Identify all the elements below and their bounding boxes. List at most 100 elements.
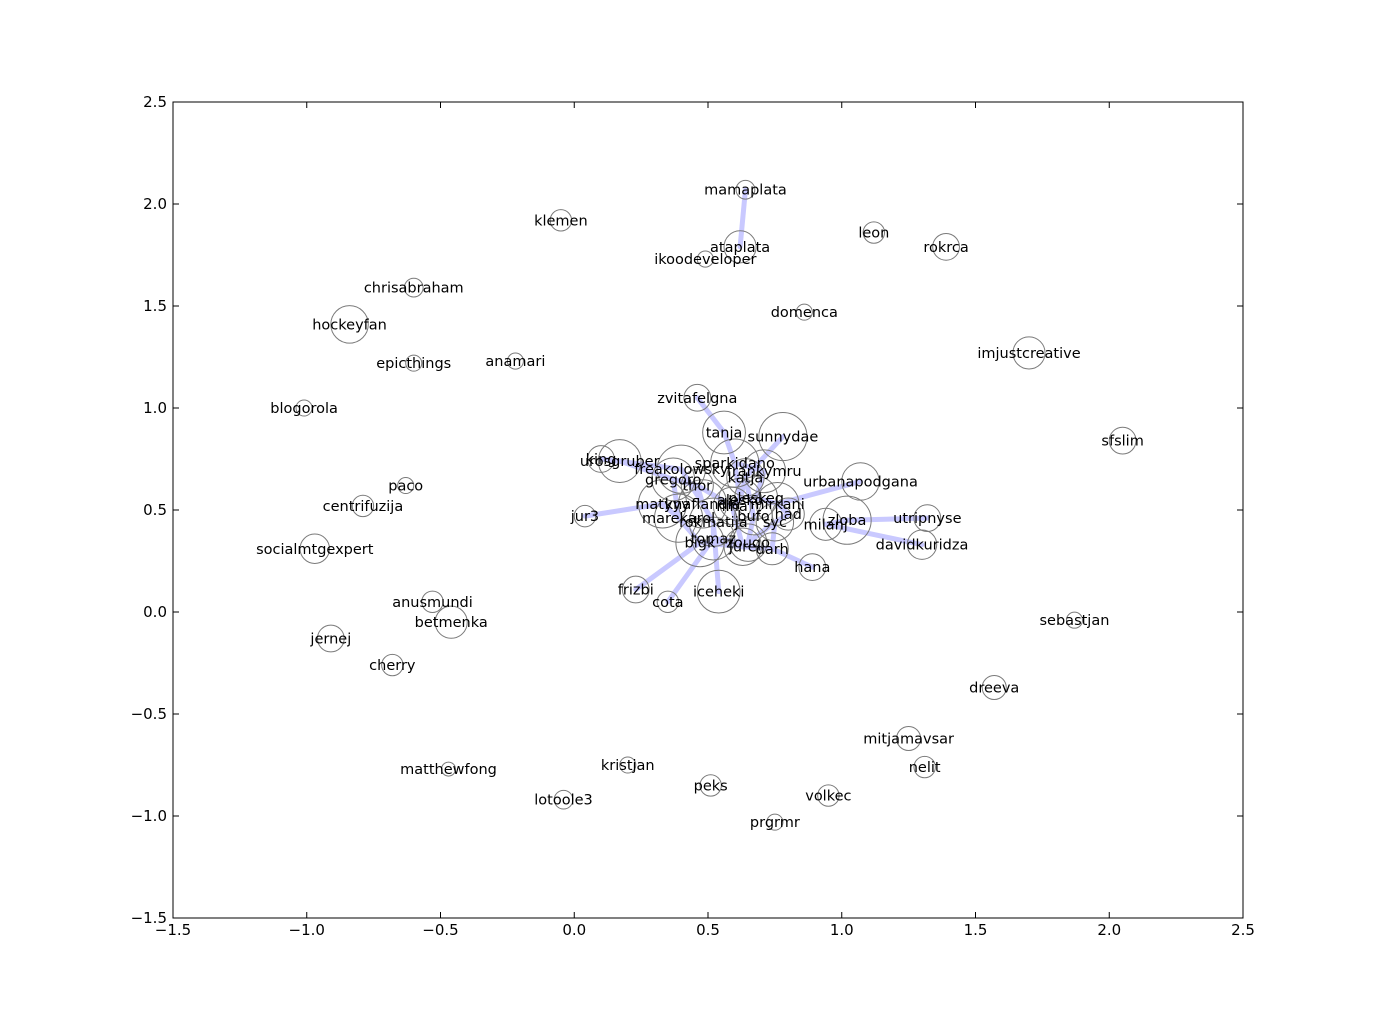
node-label-jernej: jernej [309,632,351,648]
node-prgrmr [766,813,784,831]
x-tick-label: −0.5 [422,921,458,939]
node-label-tomaz: tomaz [691,532,736,548]
node-label-alesko: alesko [717,493,763,509]
node-label-lotoole3: lotoole3 [534,793,593,809]
node-jure [723,527,763,566]
node-leon [862,221,886,244]
node-label-centrifuzija: centrifuzija [323,499,404,515]
node-sfslim [1108,426,1137,455]
node-mamaplata [735,179,756,200]
node-label-matthewfong: matthewfong [400,762,497,778]
node-davidkuridza [906,529,938,560]
y-tick-label: 0.5 [143,501,167,519]
node-tomaz [691,516,736,561]
node-label-urbanapodgana: urbanapodgana [803,474,918,490]
edge-knaflandia-rokmatija [700,501,716,525]
edge-zouqo-syc [745,519,778,546]
node-label-milanj: milanj [804,517,848,533]
node-label-ataplata: ataplata [710,240,770,256]
node-label-bufo: bufo [737,509,769,525]
node-zvitafelgna [683,383,712,412]
node-mirkani [755,481,800,526]
edge-gregoro-thor [670,476,700,489]
node-hockeyfan [330,305,369,344]
node-zouqo [728,523,768,562]
node-ataplata [723,230,757,264]
node-utripnyse [913,504,942,533]
node-zloba [822,495,872,545]
node-label-socialmtgexpert: socialmtgexpert [256,542,374,558]
node-knaflandia [678,479,728,529]
ticks-layer: −1.5 −1.0 −0.5 0.0 0.5 1.0 1.5 2.0 2.5 −1.5 −1.0 −0… [131,93,1255,939]
edge-syc-darh [769,519,778,552]
node-epicthings [405,354,423,372]
node-hana [798,553,827,581]
node-label-pleskeq: pleskeq [728,491,784,507]
node-peks [699,774,722,797]
node-label-hana: hana [794,560,830,576]
node-label-volkec: volkec [805,789,851,805]
edge-milanj-zloba [823,517,850,527]
edge-urbanapodgana-mirkani [775,478,863,507]
node-label-anamari: anamari [485,354,545,370]
node-tanja [702,410,746,455]
y-tick-label: −1.0 [131,807,167,825]
edge-sunnydae-katja [742,434,786,480]
node-label-tanja: tanja [706,425,743,441]
node-label-darh: darh [756,542,789,558]
y-tick-label: 2.5 [143,93,167,111]
node-label-katja: katja [728,470,764,486]
node-label-syc: syc [763,515,787,531]
node-katja [726,458,765,497]
node-jernej [316,624,345,653]
node-frizbi [621,575,650,604]
node-label-epicthings: epicthings [376,356,451,372]
y-tick-label: 0.0 [143,603,167,621]
node-label-prgrmr: prgrmr [750,815,800,831]
x-tick-label: −1.0 [289,921,325,939]
node-label-zouqo: zouqo [726,536,770,552]
edge-cota-tomaz [665,536,716,605]
nodes-layer [295,179,1137,831]
x-tick-label: −1.5 [155,921,191,939]
node-label-mamaplata: mamaplata [704,183,787,199]
node-label-leon: leon [858,226,889,242]
x-tick-label: 1.0 [830,921,854,939]
y-tick-label: 2.0 [143,195,167,213]
edge-jur3-matyyy [582,501,666,519]
node-label-kristjan: kristjan [601,758,655,774]
node-urosgruber [597,439,642,483]
node-paco [397,476,415,495]
node-label-knaflandia: knaflandia [665,497,741,513]
node-imjustcreative [1012,336,1046,370]
node-label-betmenka: betmenka [415,615,488,631]
x-tick-label: 2.0 [1097,921,1121,939]
node-label-rokrca: rokrca [923,240,968,256]
node-label-mitjamavsar: mitjamavsar [863,731,954,747]
node-jur3 [573,504,597,528]
node-frankymru [742,449,787,494]
node-label-blogorola: blogorola [270,401,338,417]
node-nina [712,486,752,526]
node-label-iceheki: iceheki [693,585,744,601]
node-label-king: king [586,452,617,468]
edge-had-syc [772,511,791,525]
node-label-anusmundi: anusmundi [392,595,473,611]
node-socialmtgexpert [299,533,330,564]
node-label-jure: jure [728,540,757,556]
node-bufo [734,496,773,536]
node-label-nelit: nelit [909,760,941,776]
node-volkec [817,784,840,807]
node-iceheki [696,569,741,614]
node-label-thor: thor [682,479,712,495]
node-label-sfslim: sfslim [1101,434,1143,450]
node-label-freakolowsky: freakolowsky [634,462,728,478]
node-darh [755,532,789,566]
node-label-frizbi: frizbi [618,583,654,599]
node-thor [680,468,714,503]
node-label-rokmatija: rokmatija [679,515,748,531]
